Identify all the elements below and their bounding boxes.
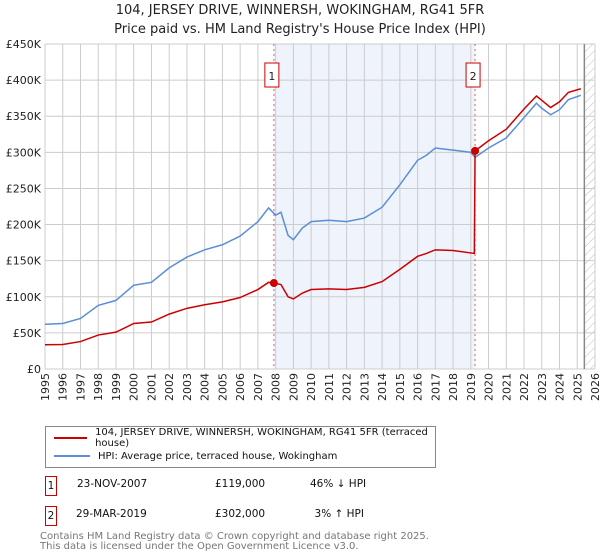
x-tick-label: 2009 (287, 373, 300, 401)
sale-point (269, 279, 278, 288)
sale-marker-box (465, 62, 481, 88)
y-tick-label: £0 (27, 363, 41, 376)
y-tick-label: £200K (6, 219, 42, 232)
red-line-swatch (54, 437, 88, 439)
y-tick-label: £300K (6, 146, 42, 159)
forecast-hatch (584, 44, 595, 369)
x-tick-label: 2019 (465, 373, 478, 401)
chart-subtitle: Price paid vs. HM Land Registry's House … (114, 22, 486, 37)
x-tick-label: 2011 (323, 373, 336, 401)
transaction-row: 2 29-MAR-2019 £302,000 3% ↑ HPI (45, 506, 600, 526)
x-tick-label: 2024 (554, 373, 567, 401)
x-tick-label: 2015 (394, 373, 407, 401)
sale-hpi-diff: 46% ↓ HPI (310, 478, 367, 490)
sale-badge: 1 (45, 476, 57, 496)
price-paid-line (44, 88, 582, 346)
x-tick-label: 2021 (500, 373, 513, 401)
y-tick-label: £150K (6, 255, 42, 268)
x-tick-label: 2002 (163, 373, 176, 401)
x-tick-label: 2003 (181, 373, 194, 401)
sale-price: £119,000 (215, 478, 266, 490)
x-tick-label: 2005 (216, 373, 229, 401)
sale-date: 29-MAR-2019 (76, 508, 147, 520)
legend-label: HPI: Average price, terraced house, Woki… (98, 450, 338, 462)
y-tick-label: £50K (13, 327, 42, 340)
x-tick-label: 2017 (429, 373, 442, 401)
footer-copyright: Contains HM Land Registry data © Crown c… (40, 531, 429, 542)
x-tick-label: 2023 (536, 373, 549, 401)
y-tick-label: £400K (6, 74, 42, 87)
x-tick-label: 2026 (589, 373, 600, 401)
sale-hpi-diff: 3% ↑ HPI (314, 508, 364, 520)
x-tick-label: 2006 (234, 373, 247, 401)
x-tick-label: 2014 (376, 373, 389, 401)
x-tick-label: 2008 (270, 373, 283, 401)
x-tick-label: 1997 (74, 373, 87, 401)
x-tick-label: 2010 (305, 373, 318, 401)
transaction-row: 1 23-NOV-2007 £119,000 46% ↓ HPI (45, 476, 600, 496)
sale-point (471, 146, 480, 155)
sale-marker-box (264, 62, 280, 88)
blue-line-swatch (54, 455, 90, 457)
hpi-line (44, 94, 582, 325)
legend-item-property: 104, JERSEY DRIVE, WINNERSH, WOKINGHAM, … (54, 427, 435, 449)
x-tick-label: 2000 (128, 373, 141, 401)
sale-marker-label: 2 (470, 70, 477, 83)
x-tick-label: 2012 (341, 373, 354, 401)
x-tick-label: 2022 (518, 373, 531, 401)
sale-marker-label: 1 (268, 70, 275, 83)
x-tick-label: 2025 (571, 373, 584, 401)
x-tick-label: 1996 (57, 373, 70, 401)
x-tick-label: 2004 (199, 373, 212, 401)
price-chart: £0 £50K £100K £150K £200K £250K £300K £350K £400… (6, 38, 600, 401)
x-tick-label: 2020 (483, 373, 496, 401)
sale-date: 23-NOV-2007 (77, 478, 148, 490)
y-tick-label: £350K (6, 110, 42, 123)
sale-price: £302,000 (215, 508, 266, 520)
y-tick-label: £250K (6, 182, 42, 195)
legend-item-hpi: HPI: Average price, terraced house, Woki… (54, 449, 337, 463)
footer-licence: This data is licensed under the Open Gov… (40, 541, 359, 552)
x-tick-label: 2018 (447, 373, 460, 401)
x-tick-label: 1998 (92, 373, 105, 401)
legend-label: 104, JERSEY DRIVE, WINNERSH, WOKINGHAM, … (95, 427, 428, 449)
x-tick-label: 1995 (39, 373, 52, 401)
y-tick-label: £450K (6, 38, 42, 51)
x-tick-label: 2016 (412, 373, 425, 401)
x-tick-label: 2013 (358, 373, 371, 401)
ownership-period-shade (273, 44, 476, 369)
x-tick-label: 2001 (145, 373, 158, 401)
x-tick-label: 2007 (252, 373, 265, 401)
x-tick-label: 1999 (110, 373, 123, 401)
sale-badge: 2 (45, 506, 57, 526)
legend: 104, JERSEY DRIVE, WINNERSH, WOKINGHAM, … (45, 426, 436, 468)
chart-title: 104, JERSEY DRIVE, WINNERSH, WOKINGHAM, … (115, 3, 485, 18)
y-tick-label: £100K (6, 291, 42, 304)
